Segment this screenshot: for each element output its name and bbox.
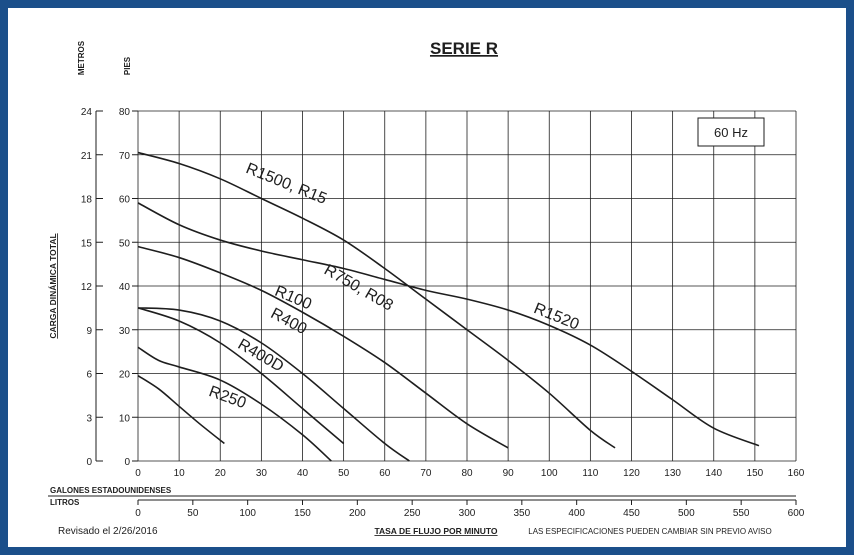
curve-r1520: [137, 202, 760, 447]
y-tick-label-meters: 9: [86, 326, 92, 337]
pump-curve-chart: 0 10 20 30 40 50 60 70 80 0 3 6 9 12 15 18 21 24 0 10 20 30 40…: [48, 39, 805, 537]
x-tick-label-liters: 350: [513, 508, 530, 519]
y-axis-title: CARGA DINÁMICA TOTAL: [48, 233, 58, 338]
y-tick-label-feet: 10: [119, 413, 131, 424]
y-tick-label-meters: 3: [86, 413, 92, 424]
x-tick-label-liters: 0: [135, 508, 141, 519]
disclaimer: LAS ESPECIFICACIONES PUEDEN CAMBIAR SIN …: [528, 527, 771, 536]
x-tick-label-gallons: 60: [379, 468, 391, 479]
x-tick-label-liters: 150: [294, 508, 311, 519]
y-tick-label-meters: 12: [81, 282, 93, 293]
y-tick-label-feet: 0: [124, 457, 130, 468]
x-axis-title: TASA DE FLUJO POR MINUTO: [374, 526, 497, 536]
curve-r100: [137, 375, 225, 445]
x-tick-label-gallons: 120: [623, 468, 640, 479]
x-tick-label-gallons: 160: [788, 468, 805, 479]
curve-r400d: [137, 307, 345, 445]
revised-date: Revisado el 2/26/2016: [58, 526, 158, 537]
y-tick-label-meters: 15: [81, 238, 93, 249]
frequency-badge-box: [697, 117, 765, 147]
x-tick-label-liters: 50: [187, 508, 199, 519]
x-tick-label-gallons: 50: [338, 468, 350, 479]
chart-frame: 0 10 20 30 40 50 60 70 80 0 3 6 9 12 15 18 21 24 0 10 20 30 40…: [8, 8, 846, 547]
y-tick-label-feet: 40: [119, 282, 131, 293]
x-tick-label-gallons: 130: [664, 468, 681, 479]
x-tick-label-gallons: 20: [215, 468, 227, 479]
grid: [137, 110, 797, 462]
x-tick-label-liters: 300: [459, 508, 476, 519]
x-tick-label-liters: 250: [404, 508, 421, 519]
x-tick-label-gallons: 140: [705, 468, 722, 479]
curve-r1500-r15: [137, 151, 616, 449]
frequency-badge: 60 Hz: [714, 125, 748, 140]
curve-label-r1500-r15: R1500, R15: [243, 160, 329, 208]
curve-label-r250: R250: [207, 383, 249, 412]
x-tick-label-gallons: 90: [503, 468, 515, 479]
x-tick-label-gallons: 30: [256, 468, 268, 479]
y-tick-label-feet: 30: [119, 326, 131, 337]
y-tick-label-feet: 50: [119, 238, 131, 249]
y-tick-label-meters: 18: [81, 195, 93, 206]
x-tick-label-gallons: 10: [174, 468, 186, 479]
x-axis-gallons-label: GALONES ESTADOUNIDENSES: [50, 486, 172, 495]
x-axis-liters-label: LITROS: [50, 498, 80, 507]
x-tick-label-liters: 100: [239, 508, 256, 519]
y-axis-feet-label: PIES: [123, 56, 132, 75]
x-tick-label-gallons: 0: [135, 468, 141, 479]
axes: 0 10 20 30 40 50 60 70 80 0 3 6 9 12 15 18 21 24 0 10 20 30 40…: [48, 107, 805, 519]
y-tick-label-meters: 24: [81, 107, 93, 118]
y-tick-label-meters: 6: [86, 370, 92, 381]
x-tick-label-gallons: 100: [541, 468, 558, 479]
x-tick-label-gallons: 150: [747, 468, 764, 479]
y-tick-label-meters: 21: [81, 151, 93, 162]
y-tick-label-feet: 80: [119, 107, 131, 118]
x-tick-label-liters: 200: [349, 508, 366, 519]
y-tick-label-feet: 20: [119, 370, 131, 381]
x-tick-label-gallons: 80: [461, 468, 473, 479]
curve-r250: [137, 346, 332, 462]
y-tick-label-feet: 60: [119, 195, 131, 206]
x-tick-label-liters: 500: [678, 508, 695, 519]
x-tick-label-liters: 400: [568, 508, 585, 519]
x-tick-label-liters: 600: [788, 508, 805, 519]
y-tick-label-meters: 0: [86, 457, 92, 468]
chart-title: SERIE R: [430, 39, 498, 58]
x-tick-label-gallons: 110: [582, 468, 598, 479]
y-axis-meters-label: METROS: [77, 40, 86, 75]
x-tick-label-gallons: 70: [420, 468, 432, 479]
curve-r750-r08: [137, 245, 509, 449]
x-tick-label-liters: 450: [623, 508, 640, 519]
x-tick-label-liters: 550: [733, 508, 750, 519]
y-tick-label-feet: 70: [119, 151, 131, 162]
x-tick-label-gallons: 40: [297, 468, 309, 479]
curves: [137, 151, 760, 462]
curve-r400: [137, 307, 410, 462]
